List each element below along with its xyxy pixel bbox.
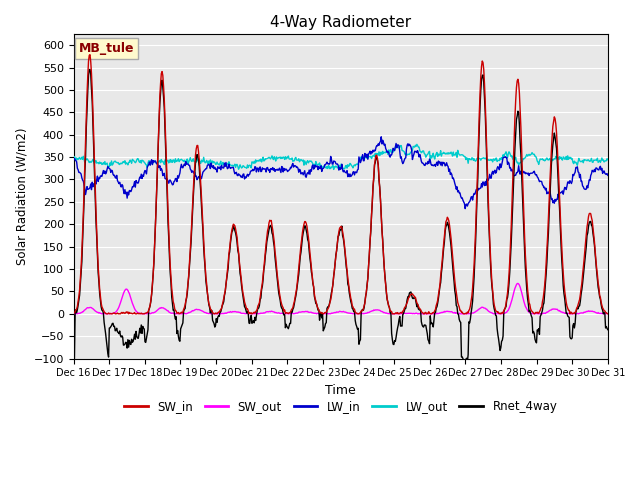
LW_in xyxy=(422,160,429,166)
Line: SW_out: SW_out xyxy=(74,284,608,314)
SW_out xyxy=(422,311,429,317)
LW_in xyxy=(79,178,87,184)
LW_in xyxy=(217,167,225,173)
Rnet_4way xyxy=(86,67,94,72)
Rnet_4way xyxy=(604,327,612,333)
SW_in xyxy=(422,311,430,317)
LW_out xyxy=(189,158,196,164)
LW_out xyxy=(604,157,612,163)
Y-axis label: Solar Radiation (W/m2): Solar Radiation (W/m2) xyxy=(15,128,28,265)
LW_in xyxy=(70,156,77,162)
SW_out xyxy=(218,311,225,316)
Line: Rnet_4way: Rnet_4way xyxy=(74,70,608,366)
SW_out xyxy=(80,308,88,313)
Title: 4-Way Radiometer: 4-Way Radiometer xyxy=(270,15,412,30)
LW_out xyxy=(422,152,430,158)
SW_in xyxy=(86,52,94,58)
Line: LW_in: LW_in xyxy=(74,137,608,209)
Rnet_4way xyxy=(218,306,225,312)
LW_out xyxy=(70,154,77,160)
SW_out xyxy=(604,311,612,316)
Rnet_4way xyxy=(461,363,469,369)
LW_out xyxy=(413,142,420,147)
SW_in xyxy=(70,310,77,316)
LW_out xyxy=(406,150,414,156)
Rnet_4way xyxy=(79,221,87,227)
X-axis label: Time: Time xyxy=(325,384,356,397)
Line: SW_in: SW_in xyxy=(74,55,608,314)
LW_in xyxy=(406,143,414,148)
SW_in xyxy=(218,302,226,308)
LW_in xyxy=(461,206,469,212)
LW_in xyxy=(604,172,612,178)
LW_out xyxy=(217,158,225,164)
Rnet_4way xyxy=(406,289,414,295)
SW_out xyxy=(70,311,77,317)
Rnet_4way xyxy=(422,323,429,328)
LW_in xyxy=(134,180,142,186)
Text: MB_tule: MB_tule xyxy=(79,42,134,55)
SW_out xyxy=(406,311,414,316)
SW_out xyxy=(189,308,197,314)
Rnet_4way xyxy=(135,331,143,336)
SW_in xyxy=(190,174,198,180)
LW_in xyxy=(378,134,385,140)
SW_in xyxy=(79,211,87,217)
LW_out xyxy=(79,154,87,159)
SW_in xyxy=(102,311,110,317)
SW_out xyxy=(514,281,522,287)
Rnet_4way xyxy=(189,194,197,200)
SW_in xyxy=(604,311,612,317)
SW_in xyxy=(136,311,143,316)
SW_out xyxy=(70,311,78,317)
SW_out xyxy=(135,310,143,316)
Rnet_4way xyxy=(70,358,77,363)
Legend: SW_in, SW_out, LW_in, LW_out, Rnet_4way: SW_in, SW_out, LW_in, LW_out, Rnet_4way xyxy=(119,395,562,418)
Line: LW_out: LW_out xyxy=(74,144,608,169)
LW_out xyxy=(330,167,337,172)
LW_in xyxy=(189,168,196,174)
SW_in xyxy=(407,292,415,298)
LW_out xyxy=(134,156,142,162)
